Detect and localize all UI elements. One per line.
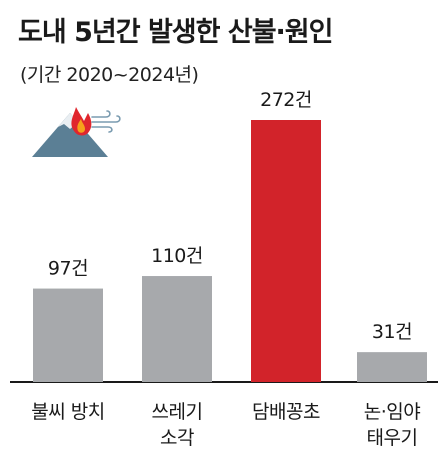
x-tick-label-2-line-1: 쓰레기 [152,401,203,423]
bar-2 [142,276,212,382]
chart-title: 도내 5년간 발생한 산불·원인 [18,17,333,48]
data-label-3: 272건 [260,89,312,111]
x-tick-label-4-line-2: 태우기 [367,427,418,449]
x-tick-label-1: 불씨 방치 [31,401,104,423]
x-tick-label-4-line-1: 논·임야 [364,401,420,423]
bar-4 [357,352,427,382]
data-label-1: 97건 [48,258,88,280]
wildfire-mountain-icon [32,107,121,157]
x-tick-label-3: 담배꽁초 [252,401,320,423]
bar-1 [33,288,103,382]
data-label-2: 110건 [151,245,203,267]
data-label-4: 31건 [372,321,412,343]
x-tick-label-2-line-2: 소각 [160,427,194,449]
chart-subtitle: (기간 2020~2024년) [20,64,199,86]
bar-3 [251,120,321,382]
